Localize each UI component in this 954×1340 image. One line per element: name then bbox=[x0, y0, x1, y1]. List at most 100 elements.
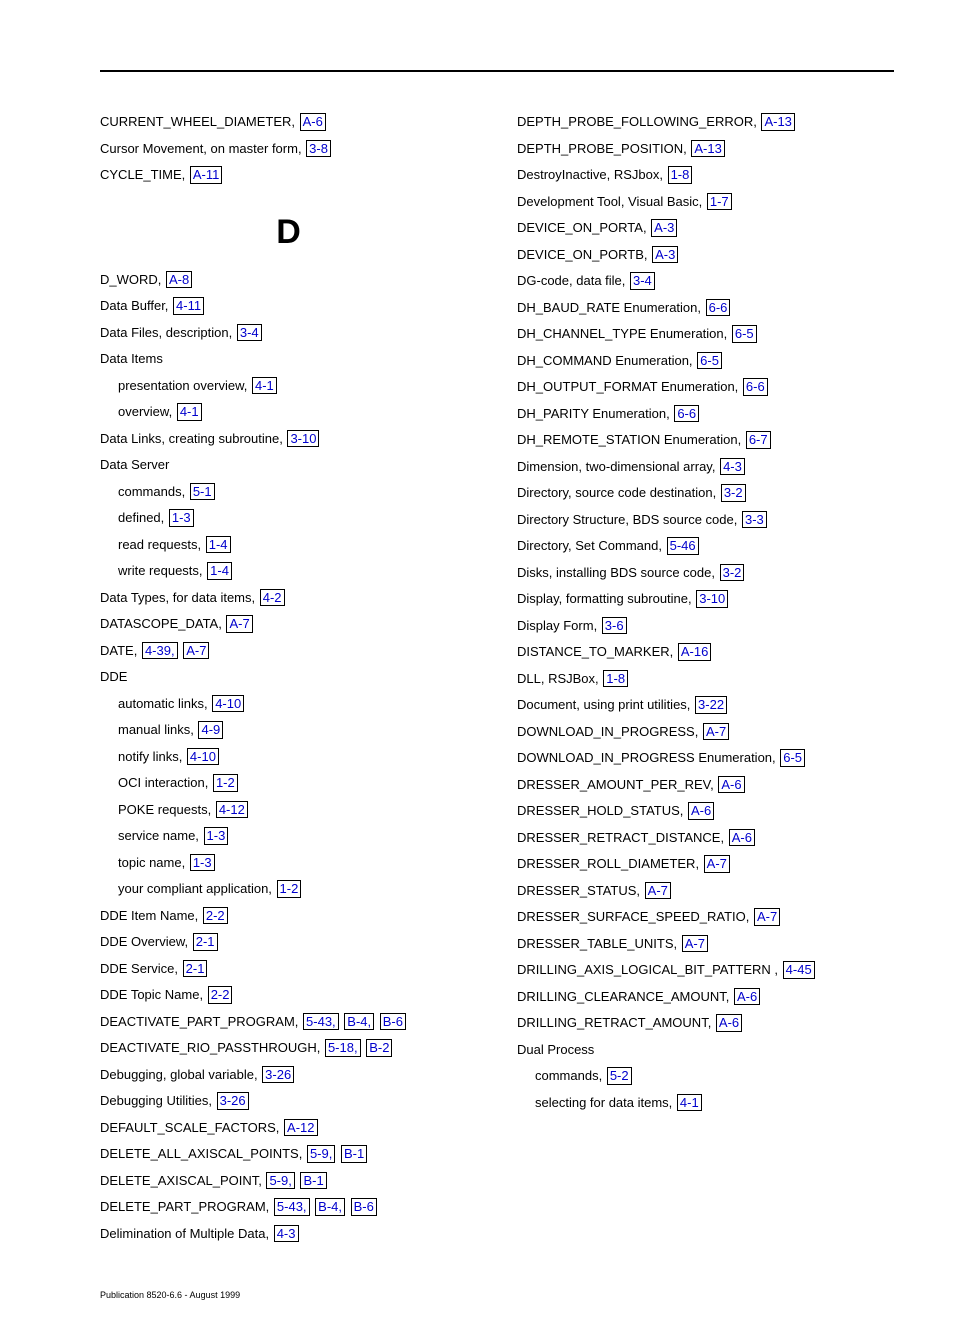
page-reference-link[interactable]: 4-1 bbox=[252, 377, 277, 395]
page-reference-link[interactable]: 4-1 bbox=[177, 403, 202, 421]
index-subentry-text: your compliant application, bbox=[118, 881, 276, 896]
page-reference-link[interactable]: 3-22 bbox=[695, 696, 727, 714]
page-reference-link[interactable]: B-6 bbox=[380, 1013, 406, 1031]
page-reference-link[interactable]: A-7 bbox=[183, 642, 209, 660]
page-reference-link[interactable]: A-6 bbox=[716, 1014, 742, 1032]
page-reference-link[interactable]: B-6 bbox=[351, 1198, 377, 1216]
page-reference-link[interactable]: A-11 bbox=[190, 166, 223, 184]
index-entry-text: Data Files, description, bbox=[100, 325, 236, 340]
page-reference-link[interactable]: 6-5 bbox=[780, 749, 805, 767]
index-entry-text: DEPTH_PROBE_FOLLOWING_ERROR, bbox=[517, 114, 760, 129]
page-reference-link[interactable]: 5-43, bbox=[274, 1198, 310, 1216]
index-subentry: automatic links, 4-10 bbox=[100, 694, 477, 714]
index-entry-text: DELETE_PART_PROGRAM, bbox=[100, 1199, 273, 1214]
page-reference-link[interactable]: A-8 bbox=[166, 271, 192, 289]
page-reference-link[interactable]: A-6 bbox=[300, 113, 326, 131]
page-reference-link[interactable]: 5-46 bbox=[667, 537, 699, 555]
page-reference-link[interactable]: 4-45 bbox=[783, 961, 815, 979]
page-reference-link[interactable]: 4-1 bbox=[677, 1094, 702, 1112]
page-reference-link[interactable]: 4-3 bbox=[274, 1225, 299, 1243]
page-reference-link[interactable]: B-4, bbox=[344, 1013, 374, 1031]
index-entry-text: DH_COMMAND Enumeration, bbox=[517, 353, 696, 368]
index-entry-text: DRESSER_ROLL_DIAMETER, bbox=[517, 856, 703, 871]
page-reference-link[interactable]: 5-43, bbox=[303, 1013, 339, 1031]
page-reference-link[interactable]: 4-10 bbox=[212, 695, 244, 713]
page-reference-link[interactable]: 1-8 bbox=[603, 670, 628, 688]
index-subentry-text: commands, bbox=[118, 484, 189, 499]
page-reference-link[interactable]: A-16 bbox=[678, 643, 711, 661]
page-reference-link[interactable]: A-3 bbox=[652, 246, 678, 264]
page-reference-link[interactable]: 3-10 bbox=[287, 430, 319, 448]
page-reference-link[interactable]: B-1 bbox=[300, 1172, 326, 1190]
page-reference-link[interactable]: 3-26 bbox=[217, 1092, 249, 1110]
page-reference-link[interactable]: 4-2 bbox=[260, 589, 285, 607]
page-reference-link[interactable]: 1-4 bbox=[206, 536, 231, 554]
page-reference-link[interactable]: A-13 bbox=[691, 140, 724, 158]
page-reference-link[interactable]: A-3 bbox=[651, 219, 677, 237]
index-subentry: OCI interaction, 1-2 bbox=[100, 773, 477, 793]
page-reference-link[interactable]: 5-9, bbox=[266, 1172, 294, 1190]
page-reference-link[interactable]: A-6 bbox=[734, 988, 760, 1006]
page-reference-link[interactable]: A-6 bbox=[729, 829, 755, 847]
index-entry: DDE Topic Name, 2-2 bbox=[100, 985, 477, 1005]
page-reference-link[interactable]: 5-2 bbox=[607, 1067, 632, 1085]
page-reference-link[interactable]: 3-2 bbox=[720, 564, 745, 582]
page-reference-link[interactable]: A-6 bbox=[718, 776, 744, 794]
page-reference-link[interactable]: 4-12 bbox=[216, 801, 248, 819]
page-reference-link[interactable]: 1-3 bbox=[204, 827, 229, 845]
page-reference-link[interactable]: 1-3 bbox=[190, 854, 215, 872]
page-reference-link[interactable]: 3-8 bbox=[306, 140, 331, 158]
page-reference-link[interactable]: 1-7 bbox=[707, 193, 732, 211]
page-reference-link[interactable]: 5-9, bbox=[307, 1145, 335, 1163]
index-subentry-text: defined, bbox=[118, 510, 168, 525]
page-reference-link[interactable]: B-4, bbox=[315, 1198, 345, 1216]
publication-footer: Publication 8520-6.6 - August 1999 bbox=[100, 1290, 894, 1300]
page-reference-link[interactable]: 5-18, bbox=[325, 1039, 361, 1057]
page-reference-link[interactable]: 4-3 bbox=[720, 458, 745, 476]
page-reference-link[interactable]: 4-11 bbox=[173, 297, 204, 315]
page-reference-link[interactable]: 4-10 bbox=[187, 748, 219, 766]
page-reference-link[interactable]: A-7 bbox=[682, 935, 708, 953]
index-entry: DestroyInactive, RSJbox, 1-8 bbox=[517, 165, 894, 185]
page-reference-link[interactable]: B-2 bbox=[366, 1039, 392, 1057]
page-reference-link[interactable]: A-7 bbox=[226, 615, 252, 633]
index-entry: Development Tool, Visual Basic, 1-7 bbox=[517, 192, 894, 212]
page-reference-link[interactable]: 3-3 bbox=[742, 511, 767, 529]
page-reference-link[interactable]: A-12 bbox=[284, 1119, 317, 1137]
page-reference-link[interactable]: 6-6 bbox=[743, 378, 768, 396]
index-entry-text: Data Links, creating subroutine, bbox=[100, 431, 286, 446]
page-reference-link[interactable]: 1-4 bbox=[207, 562, 232, 580]
page-reference-link[interactable]: 1-2 bbox=[277, 880, 302, 898]
page-reference-link[interactable]: A-6 bbox=[688, 802, 714, 820]
page-reference-link[interactable]: 6-7 bbox=[746, 431, 771, 449]
page-reference-link[interactable]: 1-8 bbox=[668, 166, 693, 184]
index-entry-text: DRESSER_HOLD_STATUS, bbox=[517, 803, 687, 818]
page-reference-link[interactable]: A-7 bbox=[754, 908, 780, 926]
page-reference-link[interactable]: 1-3 bbox=[169, 509, 194, 527]
page-reference-link[interactable]: A-13 bbox=[761, 113, 794, 131]
page-reference-link[interactable]: 6-5 bbox=[732, 325, 757, 343]
page-reference-link[interactable]: 3-2 bbox=[721, 484, 746, 502]
page-reference-link[interactable]: 2-2 bbox=[208, 986, 233, 1004]
page-reference-link[interactable]: 2-1 bbox=[193, 933, 218, 951]
page-reference-link[interactable]: 6-6 bbox=[674, 405, 699, 423]
page-reference-link[interactable]: 2-1 bbox=[183, 960, 208, 978]
page-reference-link[interactable]: 2-2 bbox=[203, 907, 228, 925]
index-entry-text: Data Server bbox=[100, 457, 169, 472]
page-reference-link[interactable]: 3-6 bbox=[602, 617, 627, 635]
page-reference-link[interactable]: A-7 bbox=[703, 723, 729, 741]
page-reference-link[interactable]: 3-26 bbox=[262, 1066, 294, 1084]
page-reference-link[interactable]: 1-2 bbox=[213, 774, 238, 792]
page-reference-link[interactable]: 4-9 bbox=[198, 721, 223, 739]
page-reference-link[interactable]: 3-10 bbox=[696, 590, 728, 608]
page-reference-link[interactable]: 3-4 bbox=[630, 272, 655, 290]
index-entry: Directory, source code destination, 3-2 bbox=[517, 483, 894, 503]
page-reference-link[interactable]: 5-1 bbox=[190, 483, 215, 501]
page-reference-link[interactable]: 6-6 bbox=[706, 299, 731, 317]
page-reference-link[interactable]: 3-4 bbox=[237, 324, 262, 342]
page-reference-link[interactable]: A-7 bbox=[645, 882, 671, 900]
page-reference-link[interactable]: 4-39, bbox=[142, 642, 178, 660]
page-reference-link[interactable]: B-1 bbox=[341, 1145, 367, 1163]
page-reference-link[interactable]: A-7 bbox=[704, 855, 730, 873]
page-reference-link[interactable]: 6-5 bbox=[697, 352, 722, 370]
